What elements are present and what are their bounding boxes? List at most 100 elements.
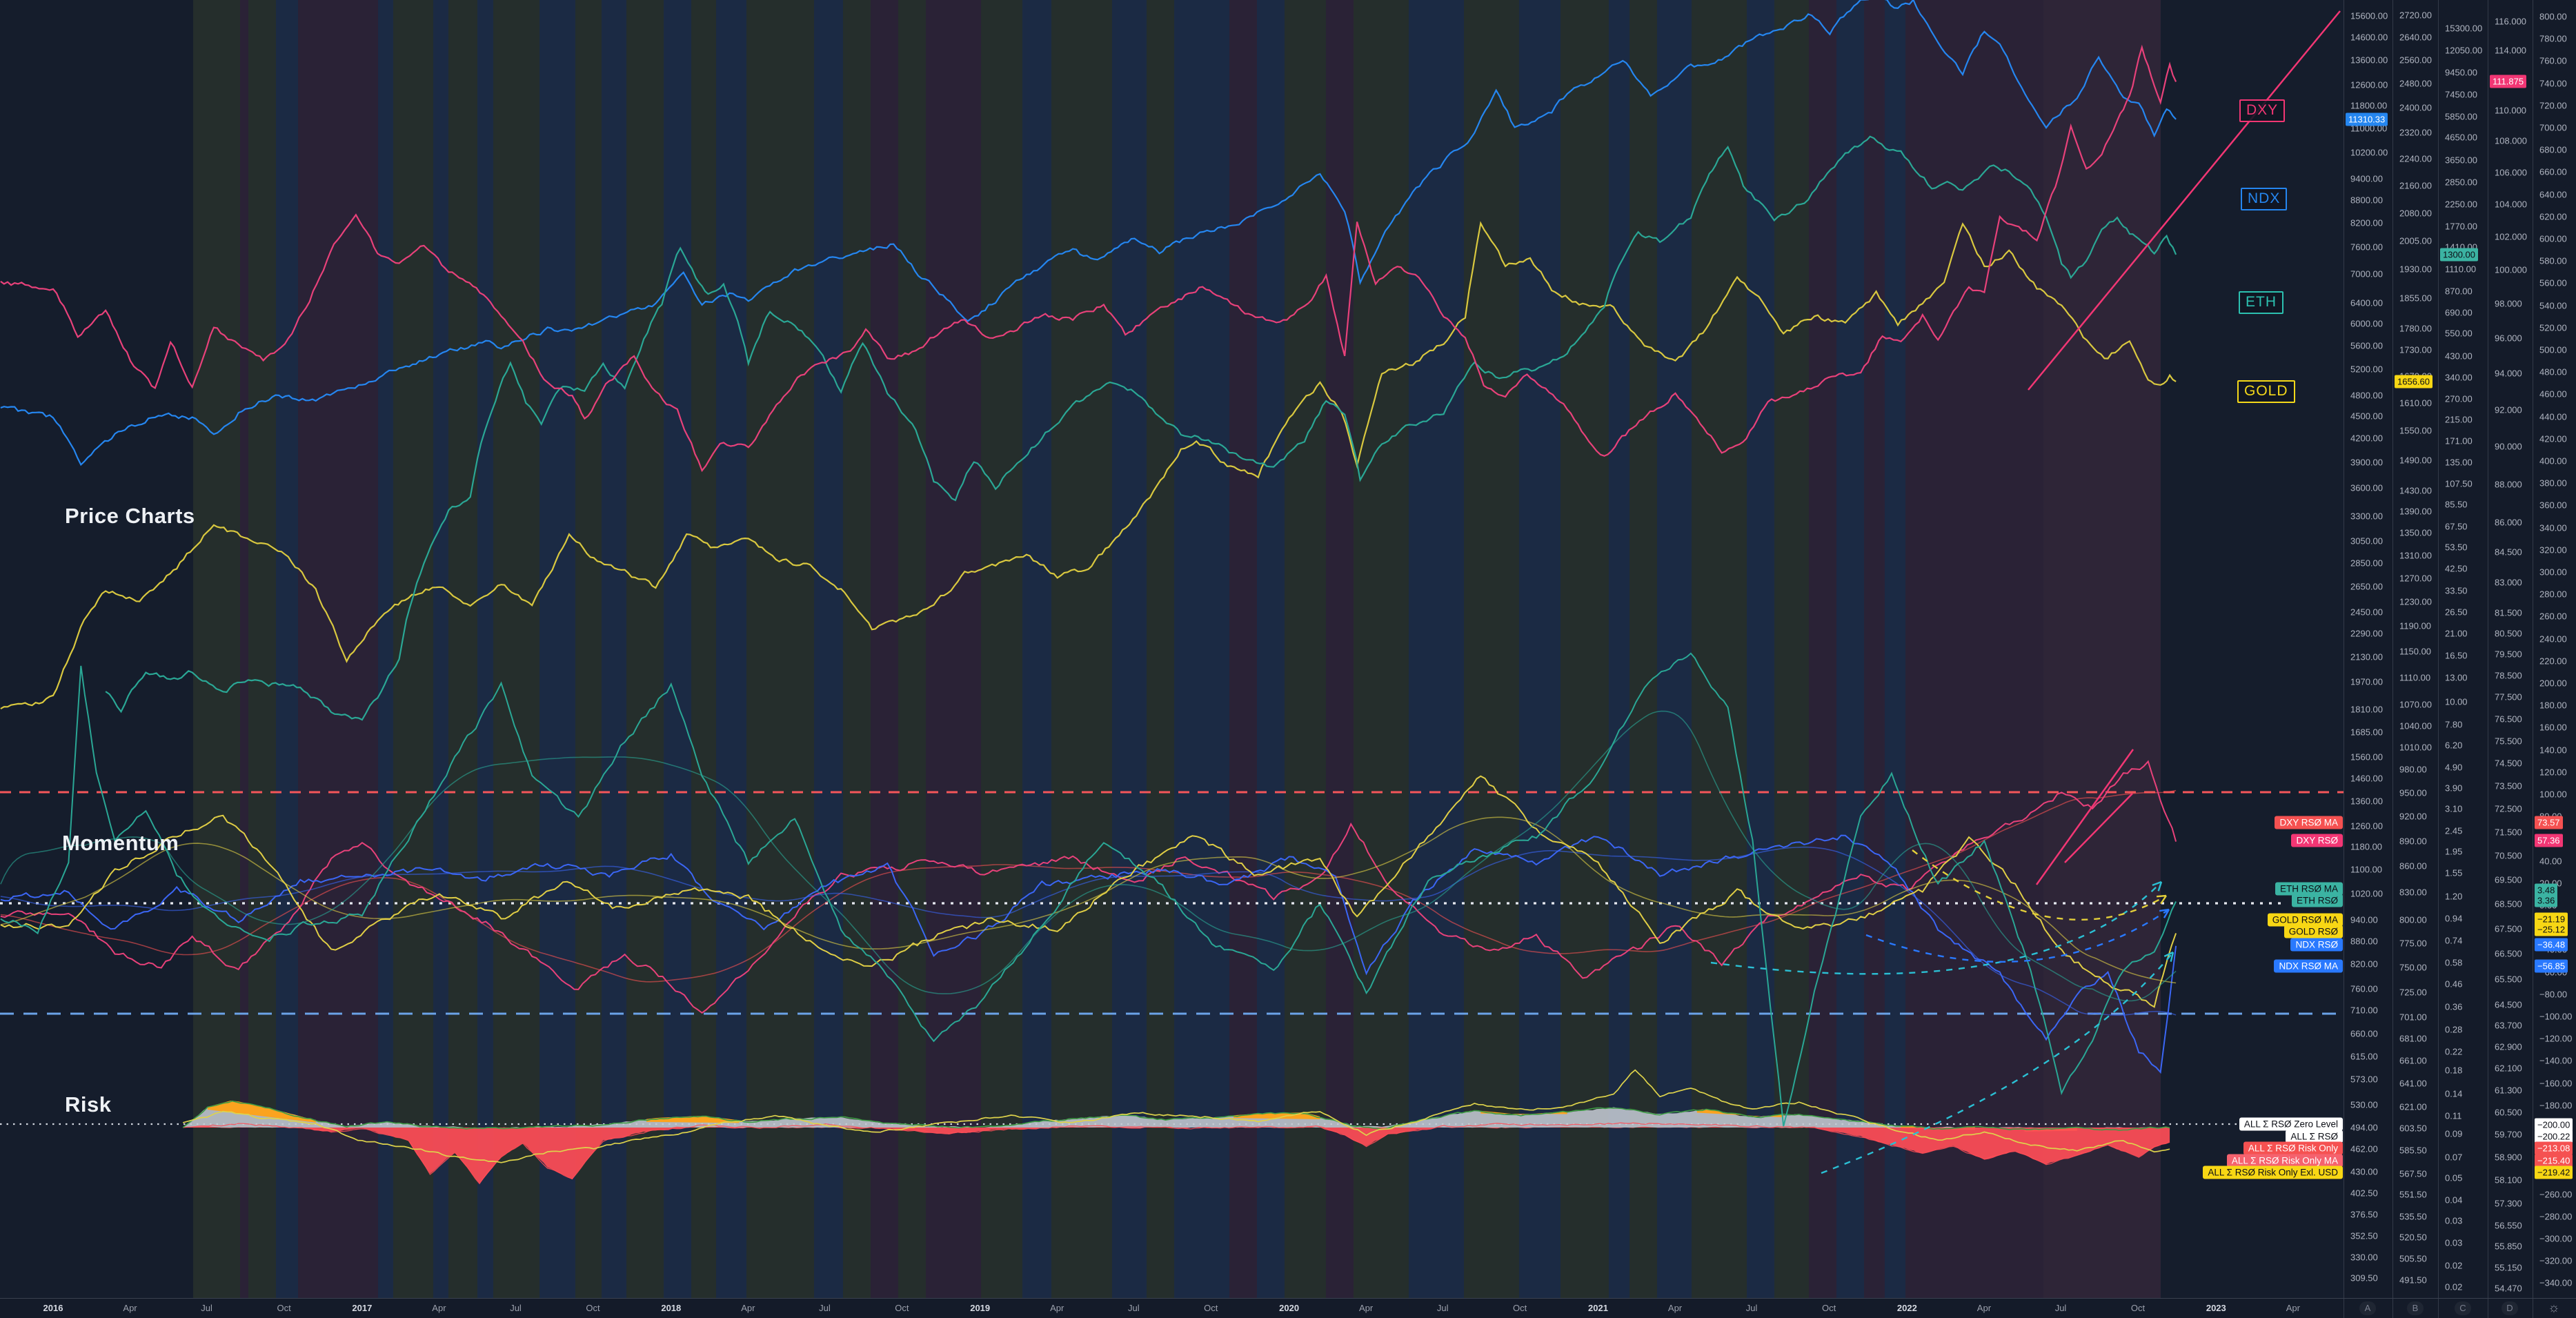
indicator-label-pill[interactable]: DXY RSØ: [2291, 834, 2343, 847]
indicator-label-pill[interactable]: ALL Σ RSØ Zero Level: [2239, 1117, 2343, 1131]
ticker-label-gold[interactable]: GOLD: [2237, 380, 2295, 403]
scale-tick: 0.05: [2445, 1172, 2463, 1183]
price-scale-b[interactable]: 2720.00 2640.00 2560.00 2480.00 2400.00 2320.…: [2392, 0, 2439, 1298]
scale-tick: 10.00: [2445, 696, 2468, 707]
trendline[interactable]: [2028, 10, 2341, 391]
scale-tick: 1180.00: [2350, 841, 2383, 852]
background-band: [493, 0, 539, 1298]
chart-canvas[interactable]: [0, 0, 2344, 1298]
projection-arrow[interactable]: [1710, 881, 2162, 975]
background-band: [1051, 0, 1112, 1298]
momentum-ma-line-gold-rs-: [0, 816, 2177, 984]
indicator-label-pill[interactable]: ALL Σ RSØ Risk Only Exl. USD: [2203, 1165, 2343, 1179]
time-axis-label: Jul: [201, 1303, 212, 1313]
sun-icon[interactable]: ☼: [2548, 1301, 2560, 1315]
price-scales[interactable]: 15600.00 14600.00 13600.00 12600.00 11800.00…: [2344, 0, 2576, 1298]
indicator-label-pill[interactable]: ALL Σ RSØ Risk Only: [2243, 1141, 2343, 1155]
price-chip: −200.22: [2535, 1130, 2573, 1143]
scale-tick: 100.000: [2495, 264, 2527, 275]
price-chip: −36.48: [2535, 938, 2568, 952]
trendline[interactable]: [2035, 749, 2134, 885]
projection-arrow[interactable]: [1865, 909, 2170, 963]
scale-tick: 535.50: [2399, 1211, 2427, 1222]
scale-tick: 90.000: [2495, 441, 2522, 452]
scale-tick: 1040.00: [2399, 720, 2432, 731]
price-scale-c[interactable]: 15300.00 12050.00 9450.00 7450.00 5850.00 465…: [2438, 0, 2488, 1298]
price-scale-e[interactable]: 800.00 780.00 760.00 740.00 720.00 700.00 680.…: [2533, 0, 2576, 1298]
background-band: [248, 0, 276, 1298]
scale-tick: −80.00: [2539, 989, 2568, 1000]
background-band: [240, 0, 248, 1298]
scale-button-a[interactable]: A: [2359, 1301, 2376, 1315]
indicator-label-pill[interactable]: ALL Σ RSØ Risk Only MA: [2226, 1154, 2343, 1168]
ticker-label-dxy[interactable]: DXY: [2239, 99, 2286, 122]
scale-tick: 120.00: [2539, 767, 2567, 778]
scale-tick: 4500.00: [2350, 411, 2383, 422]
indicator-label-pill[interactable]: GOLD RSØ MA: [2267, 913, 2343, 927]
background-band: [1809, 0, 1836, 1298]
scale-tick: −300.00: [2539, 1233, 2573, 1244]
indicator-label-pill[interactable]: ETH RSØ MA: [2275, 882, 2343, 896]
scale-tick: 0.94: [2445, 913, 2463, 924]
scale-button-c[interactable]: C: [2455, 1301, 2471, 1315]
price-scale-d[interactable]: 116.000 114.000 110.000 108.000 106.000 104.0…: [2488, 0, 2533, 1298]
scale-tick: 1110.00: [2445, 264, 2477, 275]
background-band: [1354, 0, 1409, 1298]
trendline[interactable]: [2064, 793, 2133, 863]
scale-tick: 12050.00: [2445, 45, 2483, 56]
background-band: [1464, 0, 1519, 1298]
price-scale-a[interactable]: 15600.00 14600.00 13600.00 12600.00 11800.00…: [2344, 0, 2393, 1298]
scale-tick: 42.50: [2445, 563, 2468, 574]
projection-arrow[interactable]: [1821, 952, 2174, 1174]
scale-tick: 615.00: [2350, 1051, 2378, 1062]
scale-tick: 1390.00: [2399, 506, 2432, 517]
scale-tick: 585.50: [2399, 1145, 2427, 1156]
axis-separator: [2392, 1299, 2393, 1318]
time-axis-label: Oct: [586, 1303, 600, 1313]
scale-tick: 750.00: [2399, 962, 2427, 973]
scale-tick: 2720.00: [2399, 10, 2432, 21]
scale-button-b[interactable]: B: [2407, 1301, 2424, 1315]
chart-plot-area[interactable]: Price Charts Momentum Risk DXY NDX ETH GOLD: [0, 0, 2344, 1298]
scale-tick: 106.000: [2495, 167, 2527, 177]
scale-tick: 10200.00: [2350, 147, 2388, 158]
indicator-label-pill[interactable]: ETH RSØ: [2291, 894, 2343, 907]
indicator-label-pill[interactable]: DXY RSØ MA: [2275, 816, 2343, 829]
background-band: [1147, 0, 1174, 1298]
indicator-label-pill[interactable]: NDX RSØ: [2290, 938, 2343, 952]
arrowhead: [2156, 894, 2167, 905]
time-axis-label: Apr: [1667, 1303, 1683, 1313]
price-chip: −56.85: [2535, 959, 2568, 973]
scale-tick: 2850.00: [2350, 558, 2383, 569]
time-axis[interactable]: 2016 Apr Jul Oct 2017 Apr Jul Oct 2018 Apr Jul Oct 2…: [0, 1298, 2576, 1318]
scale-tick: 1360.00: [2350, 796, 2383, 807]
ticker-label-eth[interactable]: ETH: [2239, 291, 2283, 314]
scale-tick: 320.00: [2539, 544, 2567, 555]
scale-tick: 73.500: [2495, 780, 2522, 791]
background-band: [1692, 0, 1747, 1298]
scale-tick: 309.50: [2350, 1272, 2378, 1283]
scale-tick: 1550.00: [2399, 425, 2432, 436]
scale-tick: 2320.00: [2399, 127, 2432, 138]
projection-arrow[interactable]: [1912, 849, 2167, 921]
scale-tick: 1.20: [2445, 891, 2463, 902]
scale-tick: 725.00: [2399, 987, 2427, 998]
scale-tick: 2.45: [2445, 825, 2463, 836]
scale-tick: 53.50: [2445, 542, 2468, 553]
background-band: [1174, 0, 1229, 1298]
price-chip: −219.42: [2535, 1165, 2573, 1179]
ticker-label-ndx[interactable]: NDX: [2241, 188, 2288, 210]
scale-tick: 58.900: [2495, 1152, 2522, 1163]
indicator-label-pill[interactable]: ALL Σ RSØ: [2286, 1130, 2343, 1143]
scale-tick: 171.00: [2445, 435, 2473, 446]
scale-tick: 80.500: [2495, 628, 2522, 639]
scale-tick: 1070.00: [2399, 699, 2432, 710]
scale-tick: 14600.00: [2350, 32, 2388, 43]
scale-tick: 820.00: [2350, 958, 2378, 970]
scale-button-d[interactable]: D: [2501, 1301, 2518, 1315]
scale-tick: 68.500: [2495, 898, 2522, 909]
indicator-label-pill[interactable]: GOLD RSØ: [2283, 925, 2343, 938]
indicator-label-pill[interactable]: NDX RSØ MA: [2274, 959, 2343, 973]
scale-tick: 1685.00: [2350, 727, 2383, 738]
scale-tick: 740.00: [2539, 78, 2567, 89]
